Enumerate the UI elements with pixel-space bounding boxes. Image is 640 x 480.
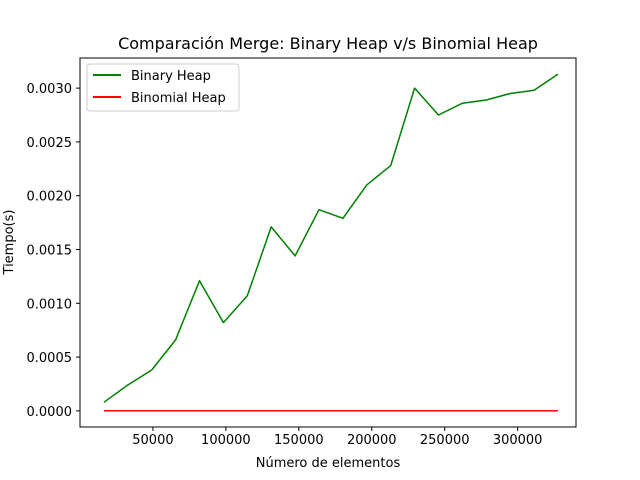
series-layer [103,73,559,412]
x-axis-label: Número de elementos [256,456,401,471]
y-axis-ticks: 0.0000 0.0005 0.0010 0.0015 0.0020 0.0025 0.00… [27,82,80,420]
chart-title: Comparación Merge: Binary Heap v/s Binom… [118,34,538,53]
series-line-binary-heap [103,73,559,403]
legend-label-binomial-heap: Binomial Heap [131,91,226,106]
x-tick-label: 150000 [274,433,324,448]
y-tick-label: 0.0030 [27,82,73,97]
y-tick-label: 0.0015 [27,243,73,258]
legend: Binary Heap Binomial Heap [86,63,240,112]
y-tick-label: 0.0005 [27,351,73,366]
plot-area-frame [79,57,577,428]
x-tick-label: 100000 [201,433,251,448]
legend-label-binary-heap: Binary Heap [131,69,211,84]
y-tick-label: 0.0025 [27,136,73,151]
x-tick-label: 300000 [493,433,543,448]
y-tick-label: 0.0000 [27,405,73,420]
x-axis-ticks: 50000 100000 150000 200000 250000 300000 [132,427,542,448]
y-tick-label: 0.0010 [27,297,73,312]
y-tick-label: 0.0020 [27,190,73,205]
x-tick-label: 50000 [132,433,173,448]
x-tick-label: 250000 [420,433,470,448]
x-tick-label: 200000 [347,433,397,448]
legend-frame [86,63,240,112]
y-axis-label: Tiempo(s) [2,210,17,276]
